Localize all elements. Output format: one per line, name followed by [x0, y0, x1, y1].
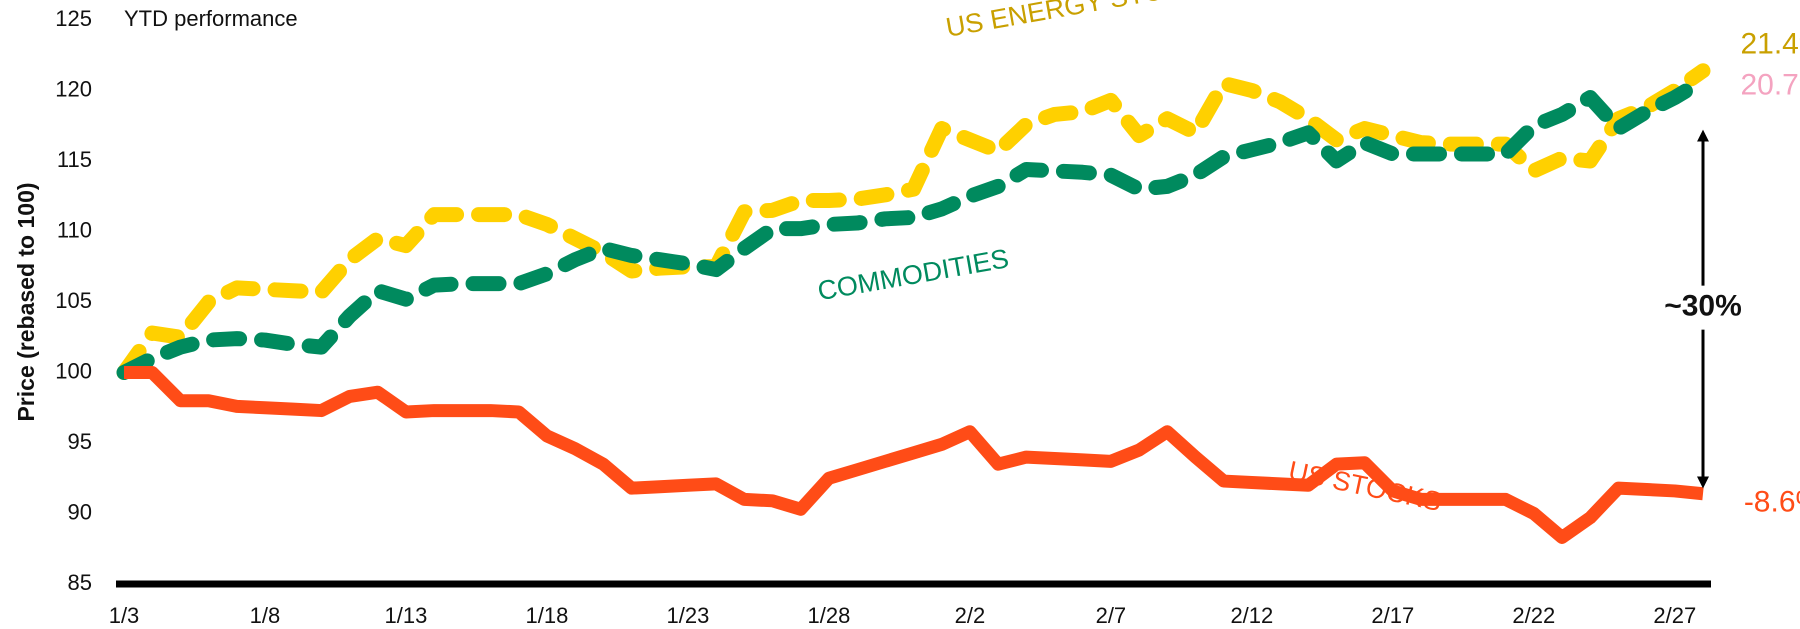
x-tick-label: 1/13 [385, 603, 428, 628]
y-tick-label: 125 [55, 6, 92, 31]
x-tick-label: 1/8 [250, 603, 281, 628]
x-tick-label: 2/17 [1371, 603, 1414, 628]
y-tick-label: 120 [55, 76, 92, 101]
end-label: 20.7% [1740, 69, 1800, 102]
x-tick-label: 2/7 [1096, 603, 1127, 628]
series-line [116, 63, 1711, 380]
x-tick-label: 2/22 [1512, 603, 1555, 628]
y-tick-label: 85 [68, 570, 92, 595]
y-tick-label: 105 [55, 288, 92, 313]
y-axis-label: Price (rebased to 100) [13, 182, 39, 421]
x-tick-label: 2/27 [1653, 603, 1696, 628]
series-label: COMMODITIES [815, 243, 1011, 306]
x-tick-label: 2/12 [1230, 603, 1273, 628]
y-tick-label: 90 [68, 499, 92, 524]
y-tick-label: 110 [57, 217, 92, 242]
x-tick-label: 1/28 [807, 603, 850, 628]
annotation: ~30% [1664, 290, 1742, 323]
y-tick-label: 100 [55, 358, 92, 383]
x-tick-label: 2/2 [955, 603, 986, 628]
y-tick-label: 115 [57, 147, 92, 172]
x-tick-label: 1/18 [526, 603, 569, 628]
x-tick-label: 1/3 [109, 603, 140, 628]
series-line [116, 73, 1711, 380]
y-tick-label: 95 [68, 429, 92, 454]
series-line [124, 366, 1704, 544]
chart-title: YTD performance [124, 6, 298, 31]
end-label: -8.6% [1744, 486, 1800, 519]
arrow-label-bg [1648, 285, 1758, 330]
end-label: 21.4% [1740, 28, 1800, 61]
series-label: US ENERGY STOCKS [944, 0, 1222, 43]
x-tick-label: 1/23 [667, 603, 710, 628]
